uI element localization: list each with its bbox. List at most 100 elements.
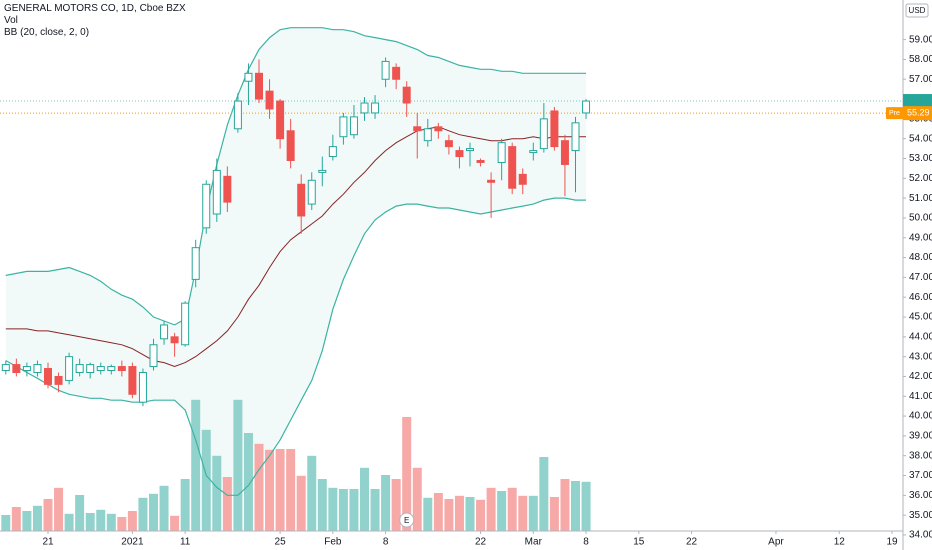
volume-bar xyxy=(75,495,85,531)
x-tick-label: 11 xyxy=(180,537,191,548)
x-tick-label: 25 xyxy=(275,537,287,548)
y-tick-label: 47.00 xyxy=(909,272,932,283)
volume-bar xyxy=(370,489,380,531)
candle-body xyxy=(402,86,411,104)
candle-body xyxy=(286,130,295,161)
volume-bar xyxy=(307,455,317,531)
candle-body xyxy=(96,366,105,372)
candle-body xyxy=(128,366,137,395)
candle-body xyxy=(212,169,221,215)
indicator-label[interactable]: BB (20, close, 2, 0) xyxy=(4,27,90,38)
volume-bar xyxy=(507,487,517,531)
volume-bar xyxy=(233,399,243,531)
candle-body xyxy=(276,100,285,140)
volume-bar xyxy=(222,477,232,531)
volume-bar xyxy=(528,495,538,531)
volume-bar xyxy=(180,479,190,531)
volume-bar xyxy=(138,497,148,531)
candle-body xyxy=(328,146,337,158)
volume-bar xyxy=(338,489,348,531)
currency-label: USD xyxy=(909,6,926,15)
y-tick-label: 50.00 xyxy=(909,213,932,224)
volume-bar xyxy=(11,507,21,531)
candle-body xyxy=(65,356,74,381)
event-label: E xyxy=(404,516,409,525)
x-tick-label: Feb xyxy=(324,537,342,548)
symbol-title[interactable]: GENERAL MOTORS CO, 1D, Cboe BZX xyxy=(4,3,186,14)
volume-bar xyxy=(560,479,570,531)
x-tick-label: 21 xyxy=(42,537,54,548)
y-tick-label: 51.00 xyxy=(909,193,932,204)
y-tick-label: 52.00 xyxy=(909,173,932,184)
x-tick-label: Apr xyxy=(768,537,784,548)
candle-body xyxy=(86,364,95,373)
x-tick-label: 12 xyxy=(834,537,846,548)
candle-body xyxy=(318,169,327,173)
volume-bar xyxy=(265,449,275,531)
candle-body xyxy=(539,118,548,150)
volume-bar xyxy=(433,493,443,531)
candle-body xyxy=(381,60,390,80)
volume-bar xyxy=(391,479,401,531)
indicator-label[interactable]: Vol xyxy=(4,15,18,26)
bollinger-lower xyxy=(5,197,586,496)
candle-body xyxy=(339,116,348,138)
x-tick-label: Mar xyxy=(525,537,543,548)
candle-body xyxy=(1,364,10,372)
y-tick-label: 44.00 xyxy=(909,331,932,342)
legend: GENERAL MOTORS CO, 1D, Cboe BZX Vol BB (… xyxy=(4,3,186,39)
volume-bar xyxy=(201,429,211,531)
volume-bar xyxy=(296,475,306,531)
candle-body xyxy=(255,72,263,100)
volume-bar xyxy=(170,515,180,531)
candle-body xyxy=(22,366,31,372)
volume-bar xyxy=(423,497,433,531)
candle-body xyxy=(360,102,369,114)
volume-bar xyxy=(497,491,507,531)
volume-bar xyxy=(539,457,549,531)
volume-bar xyxy=(127,511,137,531)
volume-bar xyxy=(243,433,253,531)
candle-body xyxy=(413,126,422,132)
volume-bar xyxy=(349,489,359,531)
volume-bar xyxy=(486,487,496,531)
candle-body xyxy=(571,122,580,152)
y-tick-label: 35.00 xyxy=(909,510,932,521)
candle-body xyxy=(33,364,42,373)
volume-bar xyxy=(454,495,464,531)
y-tick-label: 59.00 xyxy=(909,34,932,45)
volume-bar xyxy=(54,487,64,531)
volume-bar xyxy=(360,467,369,531)
candle-body xyxy=(117,366,126,372)
candle-body xyxy=(149,344,158,368)
premarket-value-box xyxy=(903,106,932,121)
candle-body xyxy=(508,146,517,189)
volume-bar xyxy=(64,513,74,531)
band-fill xyxy=(5,27,587,496)
candle-body xyxy=(233,100,242,130)
y-tick-label: 43.00 xyxy=(909,351,932,362)
volume-bar xyxy=(444,499,454,531)
candle-body xyxy=(476,159,485,163)
candle-body xyxy=(202,183,211,229)
candle-body xyxy=(487,179,496,183)
x-axis-bg xyxy=(0,531,903,550)
candle-body xyxy=(392,66,401,80)
candle-body xyxy=(170,336,179,344)
candle-body xyxy=(138,371,147,403)
candle-body xyxy=(444,140,453,148)
candle-body xyxy=(423,128,432,142)
bollinger-upper xyxy=(5,27,586,326)
volume-bar xyxy=(328,487,338,531)
candle-body xyxy=(582,100,591,114)
y-tick-label: 57.00 xyxy=(909,74,932,85)
candle-body xyxy=(160,324,169,340)
candle-body xyxy=(223,175,232,203)
y-tick-label: 38.00 xyxy=(909,450,932,461)
y-tick-label: 54.00 xyxy=(909,133,932,144)
volume-bar xyxy=(191,399,201,531)
premarket-value: 55.29 xyxy=(907,108,930,118)
candle-body xyxy=(307,179,316,205)
y-tick-label: 49.00 xyxy=(909,232,932,243)
